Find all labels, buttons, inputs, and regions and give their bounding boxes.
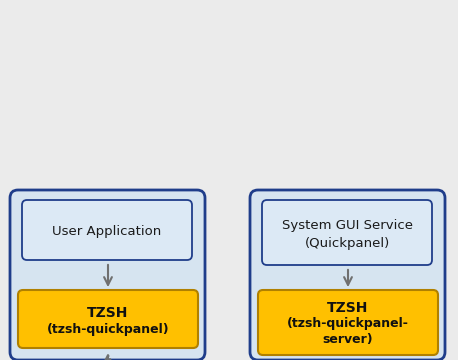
Text: TZSH: TZSH <box>327 301 369 315</box>
Text: (tzsh-quickpanel-: (tzsh-quickpanel- <box>287 318 409 330</box>
Text: (Quickpanel): (Quickpanel) <box>305 237 390 249</box>
FancyBboxPatch shape <box>258 290 438 355</box>
Text: server): server) <box>323 333 373 346</box>
FancyBboxPatch shape <box>10 190 205 360</box>
Text: TZSH: TZSH <box>87 306 129 320</box>
FancyBboxPatch shape <box>262 200 432 265</box>
Text: (tzsh-quickpanel): (tzsh-quickpanel) <box>47 323 169 336</box>
FancyBboxPatch shape <box>22 200 192 260</box>
FancyBboxPatch shape <box>18 290 198 348</box>
FancyBboxPatch shape <box>250 190 445 360</box>
Text: System GUI Service: System GUI Service <box>282 219 413 231</box>
Text: User Application: User Application <box>52 225 162 238</box>
